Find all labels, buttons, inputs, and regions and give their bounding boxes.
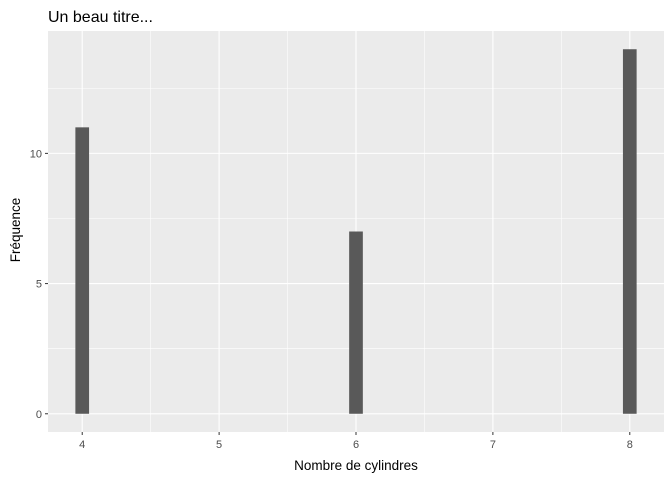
bar [75,127,90,414]
x-axis-title: Nombre de cylindres [294,458,418,473]
y-tick-label: 0 [36,409,42,421]
y-tick-label: 10 [30,148,42,160]
x-tick-label: 6 [353,439,359,451]
bars [75,49,637,414]
bar [622,49,637,414]
y-axis: 0 5 10 [30,148,48,421]
x-tick-label: 4 [79,439,85,451]
chart-title: Un beau titre... [48,9,153,26]
y-axis-title: Fréquence [8,198,23,263]
x-axis: 4 5 6 7 8 [79,432,633,451]
x-tick-label: 5 [216,439,222,451]
bar [349,231,363,414]
y-tick-label: 5 [36,279,42,291]
x-tick-label: 8 [627,439,633,451]
x-tick-label: 7 [490,439,496,451]
